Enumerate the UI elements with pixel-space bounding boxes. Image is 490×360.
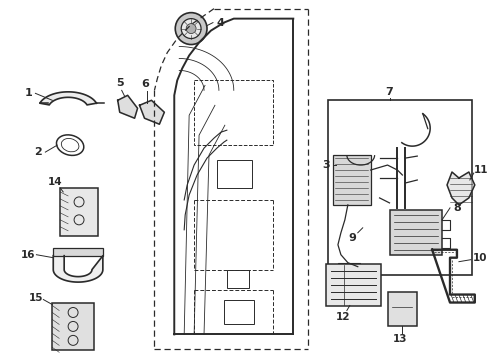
Bar — [60, 188, 98, 236]
Polygon shape — [447, 172, 475, 205]
Circle shape — [186, 24, 196, 33]
Text: 4: 4 — [217, 18, 225, 28]
Bar — [194, 80, 273, 145]
Text: 12: 12 — [336, 312, 350, 323]
Text: 11: 11 — [473, 165, 488, 175]
Bar — [333, 155, 370, 205]
Bar — [326, 264, 381, 306]
Polygon shape — [40, 92, 97, 105]
Polygon shape — [118, 95, 138, 118]
Text: 7: 7 — [386, 87, 393, 97]
Text: 16: 16 — [21, 250, 36, 260]
Circle shape — [175, 13, 207, 45]
Bar — [328, 100, 472, 275]
Polygon shape — [53, 256, 103, 282]
Circle shape — [181, 19, 201, 39]
Text: 14: 14 — [48, 177, 63, 187]
Text: 9: 9 — [349, 233, 357, 243]
Text: 10: 10 — [472, 253, 487, 263]
Bar — [52, 302, 94, 350]
Text: 13: 13 — [393, 334, 408, 345]
Text: 3: 3 — [322, 160, 330, 170]
Text: 2: 2 — [34, 147, 42, 157]
Bar — [391, 210, 442, 255]
Text: 15: 15 — [29, 293, 44, 302]
Bar — [53, 248, 103, 256]
Text: 5: 5 — [116, 78, 123, 88]
Bar — [388, 292, 417, 327]
Bar — [338, 263, 360, 276]
Bar — [217, 160, 252, 188]
Text: 8: 8 — [453, 203, 461, 213]
Polygon shape — [140, 100, 164, 124]
Bar — [224, 300, 254, 324]
Text: 6: 6 — [142, 79, 149, 89]
Bar — [227, 270, 248, 288]
Text: 1: 1 — [24, 88, 32, 98]
